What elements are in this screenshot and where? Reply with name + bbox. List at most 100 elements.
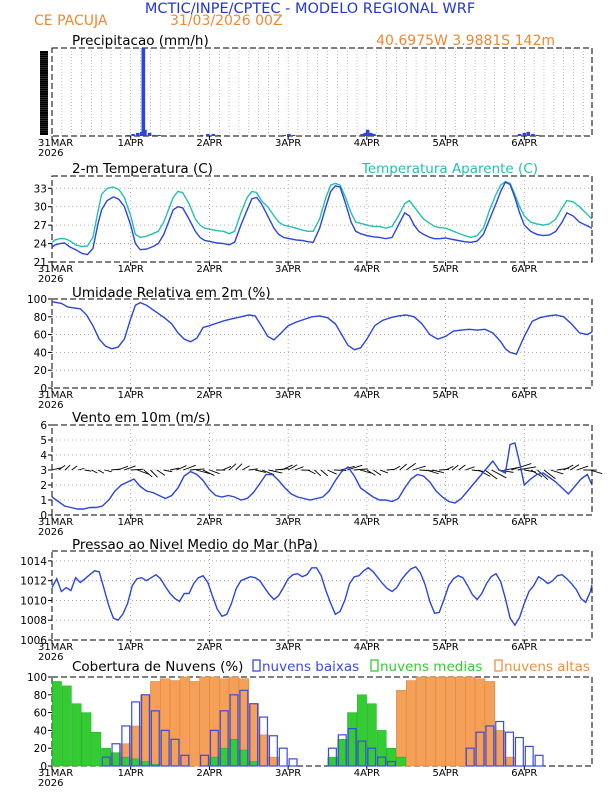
- high-cloud-bar: [425, 676, 436, 767]
- precip-y-tick-mark: [40, 99, 48, 102]
- press-y-tick-label: 1006: [20, 635, 47, 647]
- mid-cloud-bar: [376, 730, 387, 767]
- mid-cloud-bar: [71, 703, 82, 767]
- wind-direction-arrow: [58, 465, 66, 471]
- header-run: 31/03/2026 00Z: [170, 13, 283, 29]
- wind-direction-arrow: [373, 469, 382, 476]
- precip-y-tick-mark: [40, 120, 48, 123]
- rh-y-tick-label: 0: [40, 383, 47, 395]
- precip-bar: [131, 133, 135, 136]
- wind-direction-arrow: [379, 469, 389, 474]
- cloud-y-tick-label: 20: [34, 743, 47, 755]
- press-y-tick-label: 1012: [20, 576, 47, 588]
- mid-cloud-bar: [396, 756, 407, 767]
- cloud-legend-low: nuvens baixas: [262, 659, 359, 675]
- mid-cloud-bar: [347, 712, 357, 767]
- wind-direction-arrow: [51, 467, 61, 471]
- precip-y-tick-mark: [40, 53, 48, 56]
- high-cloud-bar: [189, 681, 200, 767]
- wind-direction-arrow: [589, 469, 603, 475]
- temp-year-label: 2026: [38, 274, 63, 285]
- cloud-y-tick-label: 60: [34, 708, 47, 720]
- low-cloud-bar: [209, 729, 219, 767]
- mid-cloud-bar: [140, 761, 151, 767]
- wind-direction-arrow: [451, 464, 459, 471]
- low-cloud-bar: [180, 754, 190, 767]
- wind-x-tick-label: 2APR: [196, 517, 222, 528]
- precip-bar: [365, 129, 370, 136]
- wind-direction-arrow: [183, 464, 196, 471]
- precip-bar: [206, 133, 210, 136]
- wind-y-tick-label: 1: [40, 495, 47, 507]
- cloud-x-tick-label: 6APR: [511, 768, 537, 779]
- panels: 31MAR 1APR 2APR 3APR 4APR 5APR 6APR20262124273…: [20, 47, 603, 789]
- precip-bar: [372, 133, 376, 136]
- precip-y-tick-mark: [40, 122, 48, 125]
- wind-direction-arrow: [150, 469, 158, 478]
- wind-direction-arrow: [405, 462, 416, 471]
- rh-x-tick-label: 5APR: [432, 390, 458, 401]
- mid-cloud-bar: [219, 747, 230, 767]
- precip-x-tick-label: 2APR: [196, 138, 222, 149]
- precip-bar: [526, 131, 531, 136]
- press-x-tick-label: 31MAR: [38, 642, 73, 653]
- temp-x-tick-label: 3APR: [275, 264, 301, 275]
- cloud-legend-high: nuvens altas: [504, 659, 590, 675]
- precip-x-tick-label: 4APR: [354, 138, 380, 149]
- low-cloud-bar: [101, 756, 111, 767]
- wind-direction-arrow: [432, 469, 444, 474]
- low-cloud-bar: [475, 731, 485, 767]
- cloud-y-tick-label: 40: [34, 725, 47, 737]
- cloud-legend-high-box: [494, 659, 503, 672]
- pressure-title: Pressao ao Nivel Medio do Mar (hPa): [72, 537, 318, 553]
- cloud-x-tick-label: 2APR: [196, 768, 222, 779]
- precip-bar: [363, 132, 368, 136]
- wind-direction-arrow: [176, 465, 187, 471]
- wind-x-tick-label: 4APR: [354, 517, 380, 528]
- low-cloud-bar: [367, 747, 377, 767]
- wind-direction-arrow: [320, 469, 329, 477]
- temp-y-tick-label: 33: [34, 183, 47, 195]
- precip-x-tick-label: 3APR: [275, 138, 301, 149]
- low-cloud-bar: [259, 716, 269, 767]
- precip-y-tick-mark: [40, 55, 48, 58]
- precip-y-tick-mark: [40, 65, 48, 68]
- precip-y-tick-mark: [40, 133, 48, 135]
- precip-x-tick-label: 31MAR: [38, 138, 73, 149]
- low-cloud-bar: [357, 740, 367, 767]
- low-cloud-bar: [524, 745, 534, 767]
- low-cloud-bar: [347, 728, 357, 767]
- mid-cloud-bar: [386, 747, 397, 767]
- cloud-legend-low-box: [252, 659, 261, 672]
- wind-direction-arrow: [327, 469, 337, 475]
- precip-year-label: 2026: [38, 148, 63, 159]
- wind-x-tick-label: 31MAR: [38, 517, 73, 528]
- precip-y-tick-mark: [40, 105, 48, 108]
- cloud-x-tick-label: 5APR: [432, 768, 458, 779]
- temp-x-tick-label: 4APR: [354, 264, 380, 275]
- low-cloud-bar: [337, 734, 347, 767]
- wind-direction-arrow: [471, 469, 484, 472]
- precip-bar: [199, 134, 204, 136]
- mid-cloud-bar: [229, 739, 239, 767]
- low-cloud-bar: [268, 735, 278, 767]
- low-cloud-bar: [465, 747, 475, 767]
- rh-x-tick-label: 1APR: [118, 390, 144, 401]
- mid-cloud-bar: [52, 681, 62, 767]
- wind-x-tick-label: 5APR: [432, 517, 458, 528]
- low-cloud-bar: [170, 738, 180, 767]
- precip-y-tick-mark: [40, 128, 48, 131]
- wind-direction-arrow: [360, 469, 372, 474]
- precip-y-tick-mark: [40, 57, 48, 60]
- precip-y-tick-mark: [40, 51, 48, 53]
- wind-direction-arrow: [478, 469, 491, 477]
- high-cloud-bar: [199, 676, 210, 767]
- temp-x-tick-label: 1APR: [118, 264, 144, 275]
- precip-y-tick-mark: [40, 97, 48, 100]
- rh-title: Umidade Relativa em 2m (%): [72, 285, 271, 301]
- mid-cloud-bar: [357, 694, 367, 767]
- wind-x-tick-label: 3APR: [275, 517, 301, 528]
- precip-y-tick-mark: [40, 69, 48, 72]
- wind-y-tick-label: 3: [40, 465, 47, 477]
